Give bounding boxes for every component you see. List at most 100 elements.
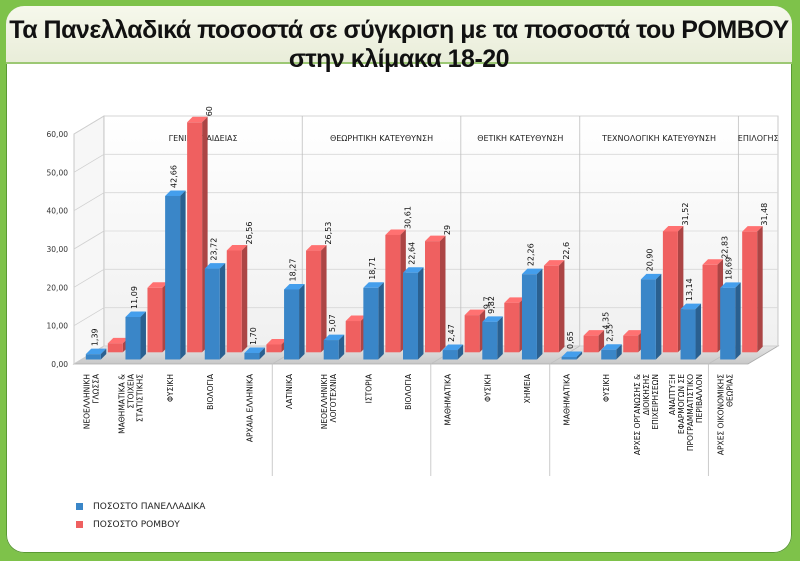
bar-romvou — [345, 321, 361, 353]
bar-panelladika-top — [521, 268, 543, 275]
category-label: ΦΥΣΙΚΗ — [166, 374, 175, 402]
bar-panelladika-side — [616, 344, 622, 360]
data-label-panelladika: 18,69 — [725, 257, 734, 280]
bar-panelladika — [521, 274, 537, 360]
bar-panelladika — [323, 340, 339, 360]
bar-panelladika-top — [601, 344, 622, 350]
bar-panelladika-top — [442, 344, 464, 351]
data-label-panelladika: 2,55 — [606, 324, 615, 342]
gridline-side — [73, 268, 105, 288]
category-label: ΜΑΘΗΜΑΤΙΚΑ — [444, 373, 453, 425]
data-label-panelladika: 18,27 — [289, 259, 298, 282]
bar-panelladika-side — [576, 351, 583, 360]
bar-romvou-top — [147, 282, 168, 288]
bar-romvou — [107, 343, 123, 353]
gridline-side — [73, 307, 105, 327]
data-label-panelladika: 42,66 — [170, 165, 179, 188]
bar-panelladika — [720, 287, 736, 360]
category-label: ΑΡΧΕΣ ΟΡΓΑΝΩΣΗΣ &ΔΙΟΙΚΗΣΗΣΕΠΙΧΕΙΡΗΣΕΩΝ — [633, 374, 660, 455]
bar-panelladika-top — [482, 316, 503, 322]
bar-panelladika-side — [100, 348, 107, 360]
bar-romvou-side — [558, 260, 565, 353]
data-label-romvou: 29 — [443, 225, 452, 235]
bar-romvou-top — [306, 245, 327, 251]
bar-romvou-top — [662, 225, 684, 232]
data-label-panelladika: 23,72 — [209, 238, 218, 261]
y-tick-label: 30,00 — [47, 245, 69, 254]
category-label: ΙΣΤΟΡΙΑ — [364, 373, 373, 403]
bar-romvou-top — [742, 226, 763, 232]
data-label-romvou: 26,56 — [245, 222, 254, 245]
data-label-romvou: 31,48 — [760, 203, 769, 226]
data-label-panelladika: 9,82 — [487, 296, 496, 314]
bar-romvou-top — [187, 116, 208, 123]
data-label-romvou: 30,61 — [403, 206, 412, 229]
data-label-panelladika: 0,65 — [566, 331, 575, 349]
data-label-panelladika: 5,07 — [328, 314, 337, 332]
bar-panelladika — [244, 352, 260, 360]
category-label: ΛΑΤΙΝΙΚΑ — [285, 373, 294, 409]
gridline-side — [73, 230, 105, 250]
bar-panelladika — [284, 289, 300, 360]
category-label: ΝΕΟΕΛΛΗΝΙΚΗΛΟΓΟΤΕΧΝΙΑ — [320, 373, 338, 429]
data-label-panelladika: 22,64 — [408, 242, 417, 265]
legend-item-panelladika: ΠΟΣΟΣΤΟ ΠΑΝΕΛΛΑΔΙΚΑ — [76, 502, 205, 512]
bar-panelladika-side — [536, 268, 543, 360]
bar-panelladika-top — [323, 334, 345, 341]
bar-romvou-top — [543, 260, 565, 266]
bar-romvou-top — [266, 338, 287, 345]
bar-panelladika-side — [338, 334, 345, 360]
bar-romvou-top — [504, 297, 525, 303]
bar-panelladika-top — [720, 282, 741, 288]
bar-romvou — [187, 122, 203, 353]
category-label: ΒΙΟΛΟΓΙΑ — [206, 373, 215, 410]
category-label: ΝΕΟΕΛΛΗΝΙΚΗΓΛΩΣΣΑ — [82, 373, 100, 429]
bar-panelladika-side — [655, 273, 662, 360]
category-label: ΜΑΘΗΜΑΤΙΚΑ — [563, 373, 572, 425]
y-tick-label: 10,00 — [47, 322, 69, 331]
bar-romvou-top — [464, 309, 486, 316]
category-label: ΦΥΣΙΚΗ — [483, 374, 492, 402]
bar-romvou-top — [425, 235, 446, 242]
bar-romvou — [543, 265, 559, 353]
group-label: ΕΠΙΛΟΓΗΣ — [738, 134, 779, 143]
bar-panelladika-side — [457, 344, 464, 360]
bar-romvou-side — [598, 330, 605, 353]
bar-panelladika-top — [561, 351, 583, 358]
bar-panelladika-side — [418, 267, 424, 360]
bar-panelladika — [363, 287, 379, 360]
category-label: ΑΡΧΑΙΑ ΕΛΛΗΝΙΚΑ — [245, 373, 254, 442]
category-label: ΑΡΧΕΣ ΟΙΚΟΝΟΜΙΚΗΣΘΕΩΡΙΑΣ — [717, 374, 735, 455]
bar-panelladika-side — [219, 263, 226, 360]
bar-romvou-side — [440, 235, 446, 353]
bar-romvou-top — [385, 229, 406, 235]
bar-romvou — [147, 287, 163, 353]
data-label-panelladika: 13,14 — [685, 278, 694, 301]
bar-romvou — [504, 302, 520, 353]
bar-panelladika — [561, 357, 577, 360]
bar-romvou-side — [321, 245, 327, 353]
gridline-side — [73, 192, 105, 212]
bar-panelladika — [640, 279, 656, 360]
data-label-romvou: 31,52 — [681, 203, 690, 226]
bar-panelladika-side — [180, 190, 186, 360]
data-label-panelladika: 11,09 — [130, 286, 139, 309]
bar-panelladika-side — [497, 316, 503, 360]
data-label-romvou: 4,35 — [602, 312, 611, 330]
data-label-romvou: 22,83 — [721, 236, 730, 259]
bar-panelladika-top — [640, 273, 662, 280]
data-label-panelladika: 2,47 — [447, 324, 456, 342]
legend-swatch-blue — [76, 503, 83, 510]
data-label-panelladika: 1,70 — [249, 327, 258, 345]
bar-romvou-top — [623, 330, 644, 336]
legend-swatch-red — [76, 521, 83, 528]
data-label-romvou: 26,53 — [324, 222, 333, 245]
bar-panelladika-top — [680, 303, 702, 310]
bar-panelladika — [601, 349, 617, 360]
category-label: ΧΗΜΕΙΑ — [523, 373, 532, 403]
y-tick-label: 40,00 — [47, 207, 69, 216]
bar-romvou — [742, 231, 758, 353]
bar-romvou — [226, 250, 242, 353]
legend-label-romvou: ΠΟΣΟΣΤΟ ΡΟΜΒΟΥ — [93, 520, 180, 530]
bar-panelladika — [403, 272, 418, 360]
